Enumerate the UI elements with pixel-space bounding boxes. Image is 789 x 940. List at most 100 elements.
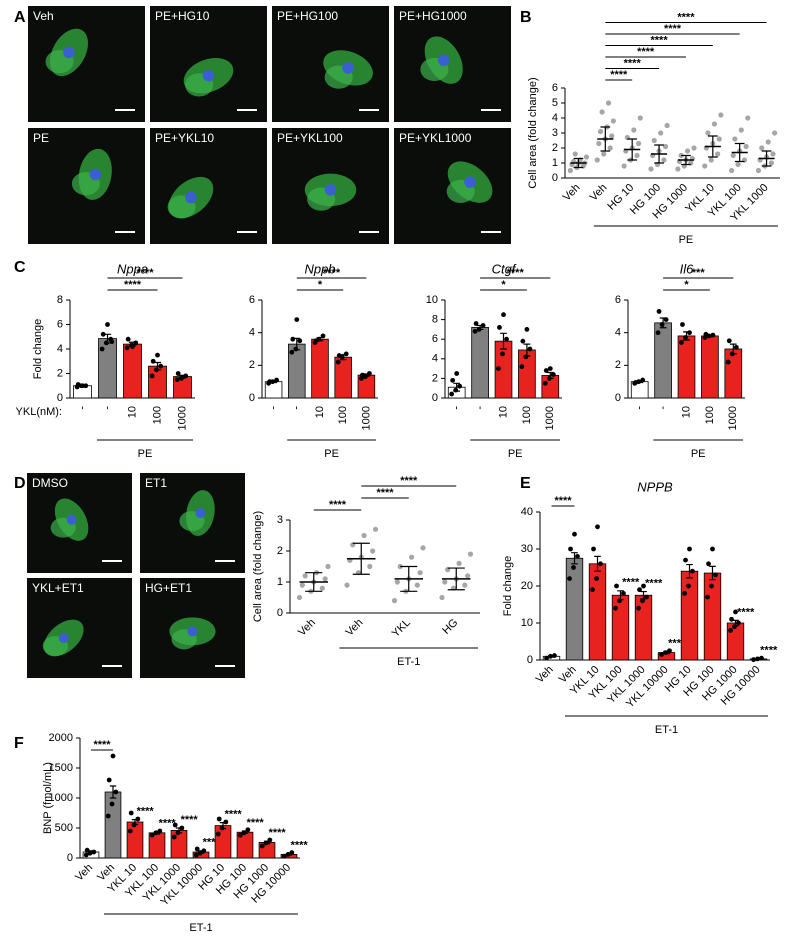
data-point (640, 598, 645, 604)
data-point (322, 576, 328, 582)
x-tick-label: 10 (497, 406, 509, 418)
group-label: PE (679, 234, 694, 246)
data-point (99, 346, 105, 352)
data-point (128, 810, 134, 816)
data-point (691, 145, 697, 151)
data-point (391, 598, 398, 604)
y-tick-label: 0 (552, 172, 558, 184)
nucleus (437, 54, 450, 66)
image-label: YKL+ET1 (32, 581, 84, 595)
image-label: HG+ET1 (145, 581, 192, 595)
y-tick-label: 3 (552, 127, 558, 139)
chart: 0 2 4 6 8 Nppa Fold change - - 10 100 1000 YKL(nM): P… (16, 261, 195, 460)
data-point (682, 591, 687, 596)
nucleus (187, 626, 198, 637)
data-point (745, 115, 751, 121)
data-point (158, 363, 164, 369)
error-bar (363, 373, 370, 377)
data-point (172, 822, 178, 828)
chart: 0 2 4 6 Nppb - - 10 100 1000 PE ***** (249, 261, 378, 460)
x-tick-label: 1000 (360, 406, 372, 430)
bar (565, 557, 584, 661)
data-point (294, 317, 300, 322)
data-point (465, 573, 471, 579)
data-point (547, 366, 553, 371)
data-point (718, 112, 724, 118)
data-point (110, 753, 116, 759)
data-point (743, 143, 749, 150)
error-bar (339, 354, 347, 361)
data-point (84, 847, 90, 853)
data-point (550, 372, 556, 377)
data-point (599, 109, 605, 115)
data-point (105, 322, 110, 327)
data-point (709, 583, 714, 589)
y-axis-label: Cell area (fold change) (252, 511, 264, 622)
y-tick-label: 500 (55, 822, 73, 834)
significance: **** (737, 606, 755, 618)
data-point (274, 377, 280, 383)
micrograph (28, 6, 145, 122)
data-point (127, 828, 133, 834)
data-point (542, 380, 548, 386)
error-bar (640, 590, 647, 600)
data-point (598, 561, 603, 567)
data-point (414, 582, 420, 588)
y-tick-label: 8 (432, 314, 438, 326)
x-tick-label: - (634, 406, 646, 410)
y-tick-label: 4 (57, 343, 63, 355)
data-point (100, 331, 106, 337)
y-tick-label: 0 (432, 392, 438, 404)
significance: **** (137, 806, 155, 818)
y-tick-label: 20 (521, 580, 533, 592)
error-bar (219, 822, 227, 830)
data-point (711, 121, 718, 127)
error-bar (305, 572, 323, 592)
x-tick-label: 100 (151, 406, 163, 424)
x-tick-label: 1000 (544, 406, 556, 430)
image-label: PE+YKL10 (155, 131, 214, 145)
error-bar (316, 336, 324, 342)
error-bar (659, 317, 667, 329)
significance: **** (664, 23, 682, 35)
significance: **** (269, 827, 287, 839)
data-point (705, 594, 710, 600)
data-point (454, 371, 460, 376)
data-point (702, 163, 708, 169)
x-tick-label: - (268, 406, 280, 410)
image-label: PE+HG1000 (399, 9, 467, 23)
data-point (472, 328, 478, 334)
y-axis-label: Cell area (fold change) (527, 77, 539, 188)
data-point (343, 351, 349, 357)
data-point (656, 309, 662, 314)
error-bar (523, 343, 531, 357)
data-point (659, 322, 665, 327)
data-point (591, 546, 596, 552)
y-tick-label: 8 (57, 294, 63, 306)
image-label: PE+HG10 (155, 9, 210, 23)
y-tick-label: 10 (521, 617, 533, 629)
y-tick-label: 0 (249, 392, 255, 404)
y-tick-label: 6 (615, 294, 621, 306)
nucleus (63, 46, 75, 59)
x-tick-label: - (291, 406, 303, 410)
data-point (133, 340, 139, 346)
significance: *** (692, 267, 706, 279)
data-point (636, 605, 641, 611)
data-point (768, 160, 775, 166)
data-point (325, 563, 331, 570)
data-point (442, 579, 448, 585)
panel-label: A (14, 9, 26, 26)
data-point (708, 157, 714, 163)
data-point (372, 526, 379, 532)
y-tick-label: 0 (615, 392, 621, 404)
data-point (716, 136, 722, 142)
error-bar (453, 382, 461, 392)
nucleus (58, 633, 69, 643)
data-point (575, 554, 580, 559)
image-label: PE+YKL1000 (399, 131, 472, 145)
data-point (725, 359, 731, 365)
group-label: PE (138, 448, 153, 460)
error-bar (681, 154, 691, 166)
data-point (601, 151, 607, 157)
